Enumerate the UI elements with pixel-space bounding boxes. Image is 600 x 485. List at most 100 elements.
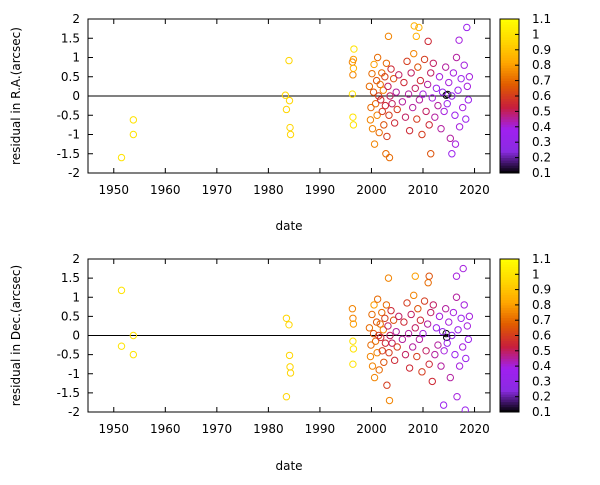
dec-colorbar-band — [500, 315, 519, 319]
ra-data-point — [424, 37, 432, 46]
ra-data-point — [416, 76, 425, 85]
dec-data-point — [117, 286, 126, 295]
ra-data-point — [373, 53, 382, 62]
ra-data-point — [427, 150, 435, 158]
ra-colorbar-band — [500, 49, 519, 53]
dec-data-point — [420, 297, 429, 305]
dec-colorbar: 0.10.2 0.30.40.50.6 0.70.80.9 11.1 — [499, 252, 551, 419]
ra-colorbar-band — [500, 85, 519, 89]
dec-colorbar-band — [500, 348, 519, 352]
dec-colorbar-band — [500, 389, 519, 392]
ra-data-point — [386, 92, 394, 100]
dec-data-point — [403, 299, 411, 307]
ra-colorbar-band — [500, 72, 519, 76]
dec-colorbar-band — [500, 269, 519, 273]
ra-colorbar-band — [500, 124, 519, 128]
dec-colorbar-tick-label: 1.1 — [532, 252, 551, 266]
dec-colorbar-band — [500, 274, 519, 278]
ra-data-point — [407, 69, 415, 77]
ra-colorbar-tick-label: 0.9 — [532, 43, 551, 57]
dec-colorbar-band — [500, 312, 519, 316]
dec-data-point — [429, 301, 438, 309]
ra-data-point — [385, 111, 393, 119]
ra-colorbar-band — [500, 78, 519, 81]
dec-data-point — [390, 356, 399, 365]
ra-data-point — [129, 116, 138, 124]
ra-colorbar-band — [500, 21, 519, 25]
dec-colorbar-band — [500, 338, 519, 341]
dec-data-point — [129, 331, 138, 340]
ra-colorbar-band — [500, 101, 519, 105]
ra-colorbar-band — [500, 24, 519, 28]
dec-data-point — [378, 347, 386, 355]
ra-data-point — [414, 63, 422, 71]
ra-x-tick-label: 1990 — [305, 183, 336, 197]
dec-data-point — [389, 316, 398, 324]
dec-colorbar-tick-label: 0.6 — [532, 329, 551, 343]
dec-colorbar-band — [500, 325, 519, 329]
dec-data-point — [348, 305, 357, 313]
ra-colorbar-band — [500, 160, 519, 164]
ra-colorbar-band — [500, 67, 519, 71]
ra-data-point — [349, 55, 358, 64]
dec-data-point — [463, 322, 472, 330]
dec-data-point — [286, 369, 295, 377]
ra-data-point — [380, 121, 388, 129]
ra-colorbar-tick-label: 1.1 — [532, 12, 551, 26]
dec-x-tick-label: 2000 — [356, 422, 387, 436]
dec-data-point — [285, 351, 294, 360]
ra-data-point — [374, 92, 383, 100]
ra-colorbar-band — [500, 26, 519, 30]
ra-colorbar-band — [500, 96, 519, 99]
ra-colorbar-tick-label: 0.6 — [532, 89, 551, 103]
dec-data-point — [286, 363, 294, 371]
dec-data-point — [129, 350, 138, 359]
dec-y-tick-label: 1.5 — [61, 271, 80, 285]
ra-colorbar-tick-label: 0.5 — [532, 104, 551, 118]
dec-data-point — [448, 331, 456, 340]
dec-data-point — [405, 364, 414, 372]
ra-colorbar-band — [500, 149, 519, 153]
dec-data-point — [382, 301, 391, 309]
ra-colorbar-band — [500, 54, 519, 58]
ra-data-point — [382, 59, 391, 67]
ra-colorbar-band — [500, 111, 519, 115]
dec-data-point — [427, 308, 435, 317]
ra-data-point — [370, 60, 378, 69]
ra-data-point — [448, 92, 456, 100]
ra-y-tick-label: 0 — [72, 89, 80, 103]
ra-data-point — [370, 140, 379, 148]
dec-data-point — [349, 314, 357, 322]
ra-colorbar-band — [500, 103, 519, 107]
ra-colorbar-tick-label: 1 — [532, 27, 540, 41]
ra-data-point — [395, 71, 403, 79]
dec-y-tick-label: 2 — [72, 252, 80, 266]
dec-data-point — [445, 318, 453, 326]
ra-colorbar-band — [500, 147, 519, 151]
ra-colorbar-band — [500, 162, 519, 166]
ra-x-tick-label: 2020 — [459, 183, 490, 197]
dec-data-point — [461, 406, 469, 412]
dec-y-tick-label: 0.5 — [61, 309, 80, 323]
dec-colorbar-band — [500, 409, 519, 413]
ra-colorbar-band — [500, 44, 519, 48]
ra-colorbar-band — [500, 152, 519, 156]
dec-data-point — [453, 393, 461, 401]
ra-colorbar-tick-label: 0.4 — [532, 120, 551, 134]
dec-colorbar-band — [500, 284, 519, 288]
ra-data-point — [376, 80, 384, 89]
ra-y-tick-label: -1.5 — [57, 147, 80, 161]
dec-data-point — [443, 333, 451, 342]
ra-colorbar-tick-label: 0.3 — [532, 135, 551, 149]
dec-data-point — [373, 295, 382, 303]
ra-y-axis-label: residual in R.A.(arcsec) — [9, 27, 23, 165]
dec-data-point — [376, 320, 384, 328]
dec-panel: 1950 1960 1970 1980 1990 2000 2010 2020 -2 -1.5 -1… — [9, 252, 551, 473]
ra-data-point — [389, 74, 398, 83]
ra-data-point — [384, 82, 392, 91]
dec-colorbar-band — [500, 355, 519, 359]
ra-data-point — [419, 90, 427, 98]
dec-data-point — [452, 293, 461, 301]
dec-data-point — [384, 322, 392, 330]
